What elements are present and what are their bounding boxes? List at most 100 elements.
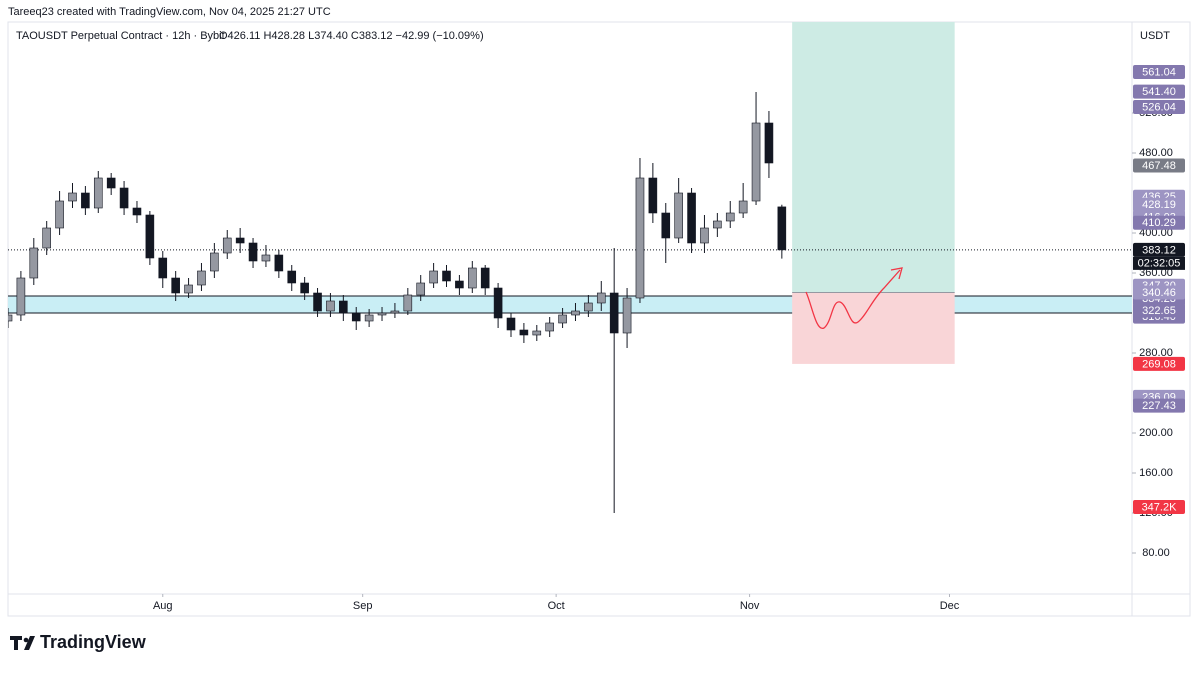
candle-body — [171, 277, 180, 294]
candle-body — [16, 277, 26, 316]
frame — [7, 21, 1191, 617]
candle-body — [455, 280, 464, 289]
y-tick-label: 480.00 — [1139, 147, 1173, 159]
candle-body — [222, 237, 232, 254]
candle-body — [145, 214, 155, 259]
candle-body — [210, 252, 219, 272]
price-badge-label: 561.04 — [1142, 66, 1176, 78]
candle-body — [339, 300, 348, 314]
candle-body — [519, 329, 529, 336]
candle-body — [751, 122, 761, 202]
candle-body — [480, 267, 490, 289]
price-badge — [1133, 303, 1185, 318]
price-badge — [1133, 215, 1185, 230]
candle-body — [377, 312, 387, 316]
candle-body — [403, 294, 413, 312]
candle-body — [545, 322, 554, 332]
candle-body — [93, 177, 103, 209]
candle-body — [313, 292, 322, 312]
candle-body — [622, 297, 632, 334]
plot — [8, 22, 1132, 513]
ohlc-legend: O426.11 H428.28 L374.40 C383.12 −42.99 (… — [219, 30, 484, 42]
price-badge-label: 227.43 — [1142, 400, 1176, 412]
y-tick-label: 360.00 — [1139, 267, 1173, 279]
candle-body — [416, 282, 426, 296]
candle-body — [106, 177, 116, 189]
price-badge-label: 541.40 — [1142, 86, 1176, 98]
countdown-bg — [1133, 256, 1185, 270]
support-zone — [8, 296, 1132, 313]
currency: USDT — [1140, 30, 1170, 42]
candle-body — [132, 207, 142, 216]
x-tick-label: Dec — [940, 600, 960, 612]
x-tick-label: Sep — [353, 600, 373, 612]
candle-body — [687, 192, 696, 244]
candle-body — [197, 270, 206, 286]
price-badge-label: 428.19 — [1142, 199, 1176, 211]
y-tick-label: 400.00 — [1139, 227, 1173, 239]
candle-body — [532, 330, 542, 336]
candle-body — [351, 312, 361, 322]
candle-body — [42, 227, 51, 249]
candle-body — [674, 192, 683, 239]
loss-area — [792, 292, 955, 364]
candle-body — [442, 270, 451, 282]
candle-body — [261, 254, 271, 262]
candle-body — [29, 247, 39, 279]
candle-body — [468, 267, 477, 289]
candle-body — [738, 200, 748, 214]
candle-body — [661, 212, 671, 239]
price-badge — [1133, 158, 1185, 173]
countdown: 02:32:05 — [1138, 257, 1181, 269]
profit-area — [792, 22, 955, 293]
candle-body — [326, 300, 335, 312]
x-tick-label: Nov — [740, 600, 760, 612]
legend-bg — [12, 28, 502, 44]
price-badge — [1133, 64, 1185, 79]
candle-body — [184, 284, 193, 294]
price-badge-label: 383.12 — [1142, 244, 1176, 256]
price-badge — [1133, 356, 1185, 371]
candle-body — [777, 206, 787, 251]
freehand-arrow — [805, 267, 903, 329]
candle-body — [558, 314, 567, 324]
price-badge — [1133, 285, 1185, 300]
price-badge-label: 322.65 — [1142, 305, 1176, 317]
y-tick-label: 80.00 — [1142, 547, 1170, 559]
price-badge-label: 526.04 — [1142, 101, 1176, 113]
price-badge — [1133, 84, 1185, 99]
candle-body — [300, 282, 309, 294]
candle-body — [119, 187, 129, 209]
price-badge-label: 467.48 — [1142, 160, 1176, 172]
logo: TradingView — [10, 632, 147, 652]
candle-body — [725, 212, 735, 222]
volume-badge-label: 347.2K — [1142, 501, 1178, 513]
price-badge — [1133, 99, 1185, 114]
price-badge — [1133, 197, 1185, 212]
candle-body — [364, 314, 374, 322]
symbol-title: TAOUSDT Perpetual Contract · 12h · Bybit — [16, 30, 225, 42]
candle-body — [596, 292, 606, 304]
candle-body — [55, 200, 64, 229]
candle-body — [235, 237, 245, 244]
candle-body — [68, 192, 77, 202]
candle-body — [248, 242, 258, 262]
candle-body — [493, 287, 503, 319]
candle-body — [584, 302, 593, 312]
candle-body — [8, 314, 13, 322]
price-badge — [1133, 242, 1185, 257]
candle-body — [609, 292, 619, 334]
x-tick-label: Oct — [548, 600, 565, 612]
candle-body — [648, 177, 658, 214]
price-badge — [1133, 398, 1185, 413]
candle-body — [700, 227, 709, 244]
candle-body — [764, 122, 774, 164]
candle-body — [390, 310, 400, 314]
candle-body — [571, 310, 580, 316]
price-badge-label: 269.08 — [1142, 358, 1176, 370]
candle-body — [81, 192, 90, 209]
price-badge-label: 410.29 — [1142, 217, 1176, 229]
candle-body — [713, 220, 722, 229]
y-tick-label: 200.00 — [1139, 427, 1173, 439]
price-badge-label: 340.46 — [1142, 287, 1176, 299]
